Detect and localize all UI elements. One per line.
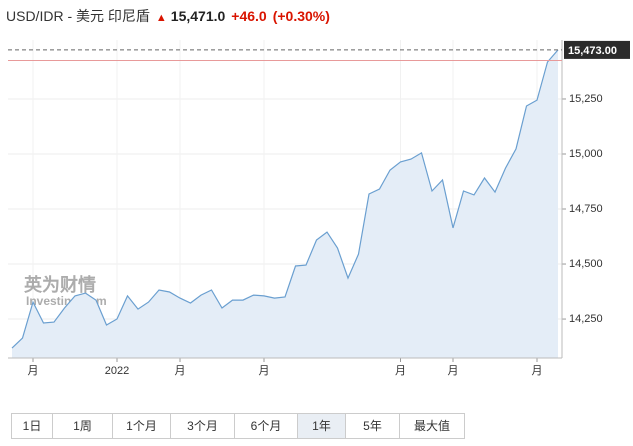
range-button[interactable]: 1周 xyxy=(52,413,113,439)
y-tick-label: 14,250 xyxy=(569,313,603,325)
x-tick-label: 2022 xyxy=(105,365,129,377)
y-tick-label: 15,250 xyxy=(569,93,603,105)
area-fill xyxy=(12,49,558,359)
y-tick-label: 14,750 xyxy=(569,203,603,215)
x-tick-label: 月 xyxy=(532,365,543,377)
price-line xyxy=(11,49,559,349)
watermark: 英为财情 xyxy=(23,274,96,295)
change-pct: (+0.30%) xyxy=(272,8,330,24)
range-buttons: 1日 1周 1个月 3个月 6个月 1年 5年 最大值 xyxy=(11,413,465,439)
chart: 14,250 14,500 14,750 15,000 15,250 月 2022 月 月 月 月 月… xyxy=(8,40,630,377)
price: 15,471.0 xyxy=(170,8,226,24)
x-tick-label: 月 xyxy=(28,365,39,377)
x-tick-label: 月 xyxy=(448,365,459,377)
range-button[interactable]: 1日 xyxy=(11,413,53,439)
range-button[interactable]: 1年 xyxy=(297,413,346,439)
x-tick-label: 月 xyxy=(175,365,186,377)
y-tick-label: 15,000 xyxy=(569,148,603,160)
up-arrow: ▲ xyxy=(155,12,167,24)
last-price-label: 15,473.00 xyxy=(568,45,617,57)
last-price-box xyxy=(564,40,630,59)
range-button[interactable]: 1个月 xyxy=(112,413,171,439)
x-tick-label: 月 xyxy=(259,365,270,377)
range-button[interactable]: 5年 xyxy=(345,413,400,439)
range-button[interactable]: 6个月 xyxy=(234,413,298,439)
x-tick-label: 月 xyxy=(395,365,406,377)
header: USD/IDR - 美元 印尼盾 ▲ 15,471.0 +46.0 (+0.30%) xyxy=(6,6,330,26)
range-button[interactable]: 3个月 xyxy=(170,413,235,439)
y-tick-label: 14,500 xyxy=(569,258,603,270)
pair-title: USD/IDR - 美元 印尼盾 xyxy=(6,8,150,24)
range-button[interactable]: 最大值 xyxy=(399,413,465,439)
change: +46.0 xyxy=(231,8,267,24)
